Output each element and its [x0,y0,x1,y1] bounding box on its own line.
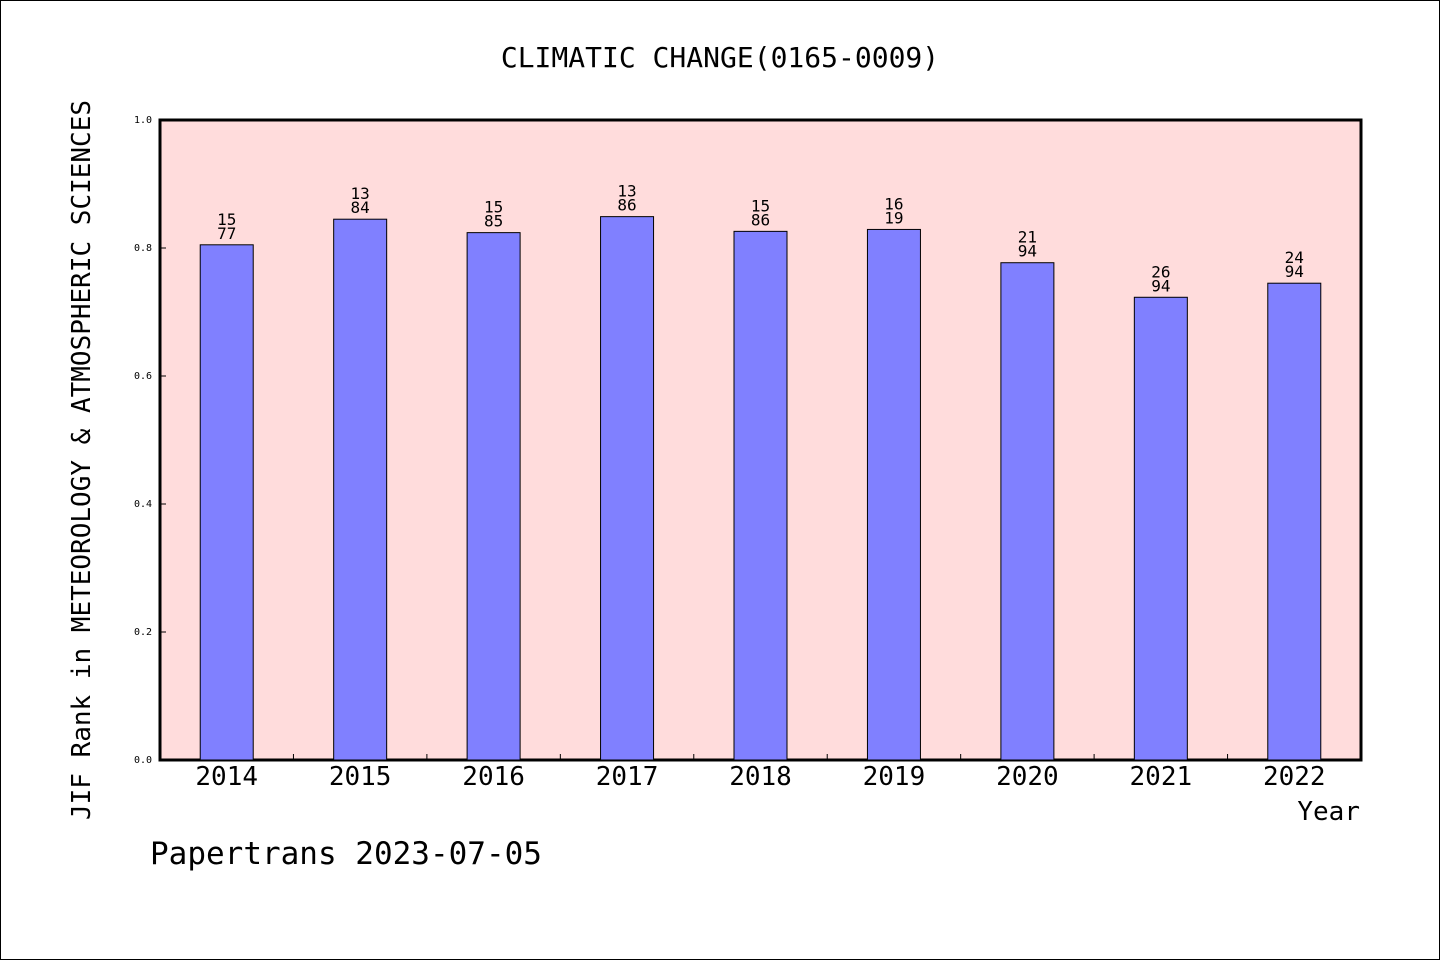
bars-layer [199,216,1322,761]
bar-2014 [199,244,254,761]
bar-2021 [1133,296,1188,761]
bar-label-total-2016: 85 [484,212,503,231]
bar-2017 [600,216,655,761]
x-tick-label-2018: 2018 [729,762,792,792]
bar-2016 [466,232,521,761]
x-tick-label-2017: 2017 [596,762,659,792]
x-axis: 2014 2015 2016 2017 2018 2019 2020 2021 2022 [195,754,1326,792]
bar-2018 [733,230,788,761]
bar-2015 [333,218,388,761]
bar-label-rank-2020: 21 [1018,228,1037,247]
bar-label-total-2014: 77 [217,224,236,243]
bar-2022 [1267,282,1322,761]
bar-label-total-2018: 86 [751,210,770,229]
x-tick-label-2022: 2022 [1263,762,1326,792]
bar-label-total-2021: 94 [1151,276,1170,295]
x-tick-label-2015: 2015 [329,762,392,792]
y-tick-label-1.0: 1.0 [134,115,152,126]
bar-2019 [866,228,921,761]
bar-label-total-2017: 86 [617,196,636,215]
bar-label-rank-2015: 13 [351,184,370,203]
y-tick-label-0.4: 0.4 [134,499,152,510]
x-tick-label-2016: 2016 [462,762,525,792]
bar-label-rank-2016: 15 [484,198,503,217]
bar-label-total-2015: 84 [351,198,370,217]
x-axis-title: Year [1297,797,1360,827]
y-axis-title: JIF Rank in METEOROLOGY & ATMOSPHERIC SC… [67,100,97,820]
y-tick-label-0.0: 0.0 [134,755,152,766]
bar-2020 [1000,262,1055,761]
x-tick-label-2021: 2021 [1130,762,1193,792]
footer-text: Papertrans 2023-07-05 [150,836,542,872]
bar-label-total-2019: 19 [884,208,903,227]
bar-label-rank-2022: 24 [1285,248,1304,267]
x-tick-label-2019: 2019 [863,762,926,792]
y-axis: 0.0 0.2 0.4 0.6 0.8 1.0 [134,115,166,766]
bar-label-rank-2018: 15 [751,196,770,215]
y-tick-label-0.6: 0.6 [134,371,152,382]
bar-label-total-2022: 94 [1285,262,1304,281]
bar-label-rank-2021: 26 [1151,262,1170,281]
x-tick-label-2014: 2014 [195,762,258,792]
bar-label-rank-2014: 15 [217,210,236,229]
bar-label-total-2020: 94 [1018,242,1037,261]
y-tick-label-0.2: 0.2 [134,627,152,638]
y-tick-label-0.8: 0.8 [134,243,152,254]
chart-title: CLIMATIC CHANGE(0165-0009) [501,41,939,74]
x-tick-label-2020: 2020 [996,762,1059,792]
bar-label-rank-2017: 13 [617,182,636,201]
bar-label-rank-2019: 16 [884,194,903,213]
